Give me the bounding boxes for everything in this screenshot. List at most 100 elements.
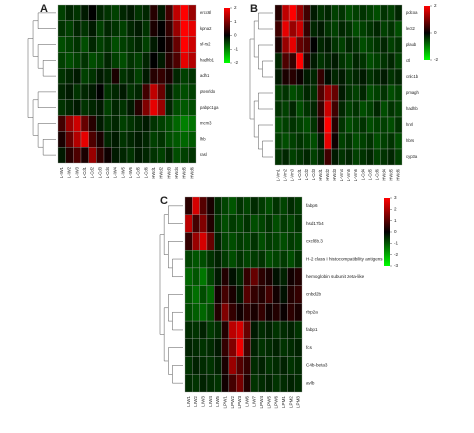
heatmap-cell <box>257 356 266 375</box>
heatmap-cell <box>172 83 181 100</box>
heatmap-cell <box>373 84 382 102</box>
heatmap-cell <box>236 303 244 322</box>
heatmap-cell <box>294 232 303 251</box>
heatmap-cell <box>96 4 105 21</box>
heatmap-cell <box>134 4 143 21</box>
heatmap-cell <box>206 214 215 233</box>
heatmap-cell <box>294 196 303 215</box>
heatmap-cell <box>281 84 290 102</box>
heatmap-cell <box>188 83 197 100</box>
heatmap-cell <box>288 36 297 54</box>
heatmap-cell <box>221 232 230 251</box>
heatmap-cell <box>265 374 273 393</box>
row-label: cxcl8b.3 <box>306 239 323 244</box>
heatmap-cell <box>338 100 346 118</box>
column-label: LPW1 <box>222 396 227 409</box>
heatmap-cell <box>324 20 332 38</box>
heatmap-cell <box>380 84 389 102</box>
heatmap-cell <box>288 20 297 38</box>
heatmap-cell <box>126 147 135 164</box>
heatmap-cell <box>281 132 290 150</box>
heatmap-cell <box>188 4 197 21</box>
heatmap-cell <box>279 267 288 286</box>
column-label: L-Cd2 <box>90 166 95 178</box>
heatmap-cell <box>149 52 158 69</box>
heatmap-cell <box>303 20 311 38</box>
heatmap-cell <box>394 148 403 166</box>
heatmap-cell <box>250 267 259 286</box>
colorbar-tick-label: -2 <box>434 57 439 62</box>
heatmap-cell <box>366 4 374 22</box>
heatmap-cell <box>134 36 143 53</box>
heatmap-cell <box>294 267 303 286</box>
heatmap-cell <box>172 20 181 37</box>
heatmap-cell <box>157 20 166 37</box>
column-label: L-Cd1 <box>82 166 87 178</box>
heatmap-cell <box>96 68 105 85</box>
column-label: HWd2 <box>159 166 164 178</box>
colorbar <box>384 198 390 266</box>
heatmap-cell <box>206 232 215 251</box>
heatmap-cell <box>126 20 135 37</box>
heatmap-cell <box>57 4 66 21</box>
heatmap-cell <box>134 68 143 85</box>
row-label: lhb <box>200 136 206 141</box>
heatmap-cell <box>165 20 174 37</box>
heatmap-cell <box>324 52 332 70</box>
heatmap-cell <box>257 214 266 233</box>
heatmap-cell <box>214 232 222 251</box>
heatmap-cell <box>265 303 273 322</box>
column-label: L-Cd3 <box>311 168 316 180</box>
heatmap-cell <box>373 4 382 22</box>
heatmap-cell <box>373 20 382 38</box>
heatmap-cell <box>134 83 143 100</box>
column-label: LPW5 <box>266 396 271 409</box>
heatmap-cell <box>366 68 374 86</box>
column-label: HWd5 <box>389 168 394 180</box>
heatmap-cell <box>184 285 193 304</box>
heatmap-cell <box>338 148 346 166</box>
heatmap-cell <box>111 52 120 69</box>
heatmap-cell <box>192 196 200 215</box>
heatmap-cell <box>126 36 135 53</box>
heatmap-cell <box>303 52 311 70</box>
heatmap-cell <box>149 83 158 100</box>
dendrogram-branch <box>258 92 273 110</box>
heatmap-cell <box>295 20 304 38</box>
heatmap-cell <box>310 100 318 118</box>
heatmap-cell <box>287 232 295 251</box>
column-label: L-Cd6 <box>374 168 379 180</box>
column-label: L-Vm1 <box>276 168 281 181</box>
heatmap-cell <box>214 320 222 339</box>
column-label: HWd6 <box>396 168 401 180</box>
heatmap-cell <box>310 132 318 150</box>
heatmap-cell <box>228 374 237 393</box>
heatmap-cell <box>281 68 290 86</box>
heatmap-cell <box>331 4 339 22</box>
heatmap-cell <box>310 20 318 38</box>
heatmap-cell <box>142 52 151 69</box>
heatmap-cell <box>373 132 382 150</box>
heatmap-cell <box>149 131 158 148</box>
dendrogram-branch <box>258 12 273 30</box>
heatmap-cell <box>180 131 189 148</box>
heatmap-cell <box>380 20 389 38</box>
heatmap-cell <box>180 68 189 85</box>
heatmap-cell <box>57 115 66 132</box>
heatmap-cell <box>80 20 89 37</box>
column-label: L-Cd2 <box>304 168 309 180</box>
heatmap-cell <box>338 68 346 86</box>
heatmap-cell <box>294 374 303 393</box>
dendrogram-branch <box>163 307 169 362</box>
heatmap-cell <box>142 4 151 21</box>
heatmap-cell <box>331 68 339 86</box>
heatmap-cell <box>287 250 295 269</box>
heatmap-cell <box>96 131 105 148</box>
heatmap-cell <box>345 132 353 150</box>
heatmap-cell <box>288 52 297 70</box>
row-label: fabp1 <box>306 327 318 332</box>
dendrogram-branch <box>163 214 169 255</box>
column-label: L-Vm6 <box>353 168 358 181</box>
heatmap-cell <box>394 36 403 54</box>
